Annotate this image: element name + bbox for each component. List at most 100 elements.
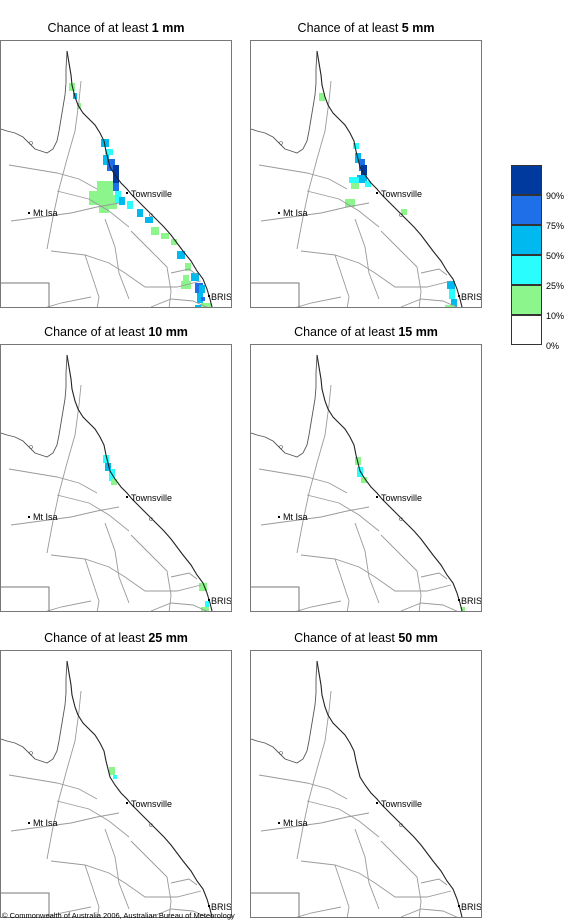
district-boundary	[46, 906, 92, 917]
district-boundary	[170, 878, 198, 886]
panel-title: Chance of at least 5 mm	[250, 21, 482, 35]
inset-frame	[251, 282, 300, 307]
panel-title-prefix: Chance of at least	[294, 325, 399, 339]
town-dot-townsville	[126, 192, 128, 194]
town-label-townsville: Townsville	[131, 493, 172, 503]
rain-probability-cell	[401, 209, 407, 215]
rain-probability-cell	[113, 775, 117, 779]
rain-probability-cell	[195, 305, 201, 307]
town-label-townsville: Townsville	[381, 799, 422, 809]
district-boundary	[334, 864, 350, 917]
town-label-townsville: Townsville	[381, 493, 422, 503]
town-dot-brisbane	[458, 905, 460, 907]
gulf-coastline	[1, 354, 68, 458]
district-boundary	[170, 268, 198, 276]
panel-title-prefix: Chance of at least	[44, 325, 149, 339]
district-boundary	[46, 690, 82, 860]
rain-probability-cell	[461, 607, 465, 611]
queensland-map: Townsville Mt Isa BRIS	[1, 660, 231, 917]
district-boundary	[296, 690, 332, 860]
east-coastline	[316, 50, 463, 307]
district-boundary	[8, 774, 98, 800]
panel-title-amount: 50 mm	[398, 631, 438, 645]
map-frame: Townsville Mt Isa BRIS	[250, 40, 482, 308]
district-boundary	[296, 80, 332, 250]
town-dot-townsville	[376, 192, 378, 194]
town-dot-brisbane	[208, 599, 210, 601]
east-coastline	[66, 50, 213, 307]
district-boundary	[334, 558, 350, 611]
rain-probability-cell	[353, 143, 359, 149]
legend-label-0: 0%	[546, 341, 560, 351]
island-mark	[29, 141, 33, 145]
town-label-townsville: Townsville	[381, 189, 422, 199]
map-frame: Townsville Mt Isa BRIS	[0, 40, 232, 308]
legend: 90% 75% 50% 25% 10% 0%	[511, 165, 570, 355]
rain-probability-cell	[185, 263, 191, 271]
district-boundary	[130, 534, 172, 611]
district-boundary	[300, 250, 452, 288]
district-boundary	[258, 164, 348, 190]
inset-frame	[251, 586, 300, 611]
district-boundary	[46, 384, 82, 554]
panel-title-amount: 5 mm	[401, 21, 435, 35]
district-boundary	[296, 906, 342, 917]
district-boundary	[56, 190, 130, 228]
gulf-coastline	[1, 660, 68, 764]
district-boundary	[10, 812, 120, 832]
district-boundary	[260, 506, 370, 526]
panel-title: Chance of at least 25 mm	[0, 631, 232, 645]
district-boundary	[258, 468, 348, 494]
town-label-mt-isa: Mt Isa	[283, 512, 308, 522]
rain-probability-cell	[109, 767, 115, 775]
district-boundary	[354, 218, 380, 300]
district-boundary	[46, 296, 92, 307]
town-label-brisbane: BRIS	[461, 902, 482, 912]
district-boundary	[50, 860, 202, 898]
gulf-coastline	[251, 354, 318, 458]
east-coastline	[316, 354, 463, 611]
district-boundary	[84, 558, 100, 611]
rain-probability-cell	[127, 201, 133, 209]
district-boundary	[50, 554, 202, 592]
island-mark	[279, 445, 283, 449]
inset-frame	[251, 892, 300, 917]
town-dot-townsville	[126, 496, 128, 498]
town-label-brisbane: BRIS	[461, 596, 482, 606]
legend-label-25: 25%	[546, 281, 565, 291]
rain-probability-cell	[357, 175, 367, 183]
legend-label-90: 90%	[546, 191, 565, 201]
island-mark	[399, 823, 403, 827]
town-dot-mt-isa	[28, 822, 30, 824]
legend-swatch-25	[511, 255, 542, 285]
town-dot-mt-isa	[278, 516, 280, 518]
panel-title-amount: 25 mm	[148, 631, 188, 645]
district-boundary	[306, 190, 380, 228]
district-boundary	[354, 522, 380, 604]
town-dot-mt-isa	[278, 822, 280, 824]
district-boundary	[84, 254, 100, 307]
rain-probability-cell	[197, 293, 203, 303]
district-boundary	[354, 828, 380, 910]
district-boundary	[260, 812, 370, 832]
inset-frame	[1, 282, 50, 307]
district-boundary	[104, 522, 130, 604]
district-boundary	[420, 878, 448, 886]
panel-title: Chance of at least 10 mm	[0, 325, 232, 339]
town-label-mt-isa: Mt Isa	[33, 512, 58, 522]
district-boundary	[380, 534, 422, 611]
district-boundary	[420, 572, 448, 580]
district-boundary	[380, 230, 422, 307]
rain-probability-cell	[105, 463, 111, 471]
inset-frame	[1, 892, 50, 917]
town-label-mt-isa: Mt Isa	[283, 818, 308, 828]
rain-probability-cell	[199, 583, 207, 591]
district-boundary	[46, 80, 82, 250]
town-label-townsville: Townsville	[131, 799, 172, 809]
rain-probability-cell	[137, 209, 143, 217]
town-label-mt-isa: Mt Isa	[283, 208, 308, 218]
legend-swatch-0	[511, 315, 542, 345]
queensland-map: Townsville Mt Isa BRIS	[251, 354, 482, 611]
district-boundary	[104, 828, 130, 910]
district-boundary	[150, 602, 208, 611]
